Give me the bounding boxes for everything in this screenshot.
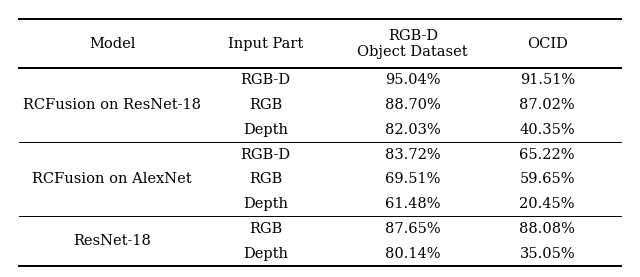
Text: Model: Model	[89, 37, 135, 51]
Text: RGB-D: RGB-D	[241, 73, 291, 87]
Text: Depth: Depth	[243, 197, 288, 211]
Text: Depth: Depth	[243, 123, 288, 137]
Text: ResNet-18: ResNet-18	[73, 234, 151, 248]
Text: 20.45%: 20.45%	[520, 197, 575, 211]
Text: 83.72%: 83.72%	[385, 148, 440, 161]
Text: 91.51%: 91.51%	[520, 73, 575, 87]
Text: 87.65%: 87.65%	[385, 222, 440, 236]
Text: OCID: OCID	[527, 37, 568, 51]
Text: 59.65%: 59.65%	[520, 172, 575, 186]
Text: 65.22%: 65.22%	[520, 148, 575, 161]
Text: 80.14%: 80.14%	[385, 247, 440, 261]
Text: 35.05%: 35.05%	[520, 247, 575, 261]
Text: 87.02%: 87.02%	[520, 98, 575, 112]
Text: 88.70%: 88.70%	[385, 98, 441, 112]
Text: 95.04%: 95.04%	[385, 73, 440, 87]
Text: RGB-D
Object Dataset: RGB-D Object Dataset	[358, 29, 468, 59]
Text: RCFusion on AlexNet: RCFusion on AlexNet	[32, 172, 192, 186]
Text: 61.48%: 61.48%	[385, 197, 440, 211]
Text: RGB: RGB	[249, 98, 282, 112]
Text: RGB: RGB	[249, 172, 282, 186]
Text: Input Part: Input Part	[228, 37, 303, 51]
Text: 69.51%: 69.51%	[385, 172, 440, 186]
Text: 82.03%: 82.03%	[385, 123, 441, 137]
Text: RCFusion on ResNet-18: RCFusion on ResNet-18	[23, 98, 201, 112]
Text: 40.35%: 40.35%	[520, 123, 575, 137]
Text: 88.08%: 88.08%	[519, 222, 575, 236]
Text: Depth: Depth	[243, 247, 288, 261]
Text: RGB-D: RGB-D	[241, 148, 291, 161]
Text: RGB: RGB	[249, 222, 282, 236]
